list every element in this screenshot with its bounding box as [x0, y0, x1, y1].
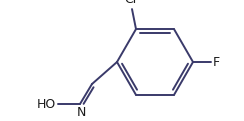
Text: Cl: Cl	[124, 0, 136, 6]
Text: N: N	[76, 106, 86, 119]
Text: HO: HO	[37, 98, 56, 111]
Text: F: F	[213, 56, 220, 68]
